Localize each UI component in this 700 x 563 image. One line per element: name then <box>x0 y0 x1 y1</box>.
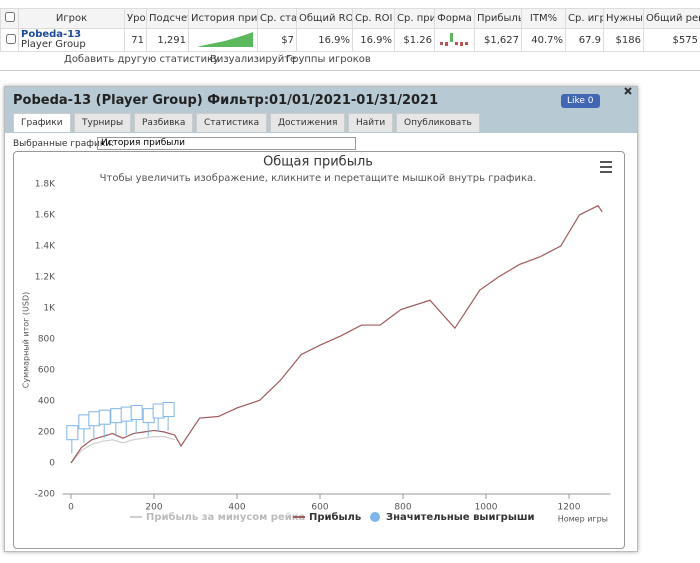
column-header[interactable]: ITM% <box>521 8 566 29</box>
add-stat[interactable]: Добавить другую статистику <box>64 54 220 65</box>
column-header[interactable]: Прибыль <box>474 8 522 29</box>
visualize[interactable]: Визуализируйте <box>210 54 297 65</box>
column-header[interactable]: Ср. при <box>394 8 435 29</box>
legend-label: Прибыль <box>309 511 361 523</box>
cell: $186 <box>603 28 644 52</box>
win-marker <box>78 414 91 430</box>
chart-subtitle: Чтобы увеличить изображение, кликните и … <box>100 173 537 184</box>
cell: 1,291 <box>146 28 189 52</box>
win-marker <box>66 425 79 441</box>
like-button[interactable]: Like 0 <box>561 94 600 108</box>
form <box>434 28 475 52</box>
divider <box>0 70 700 71</box>
column-header[interactable]: Общий ROI <box>296 8 353 29</box>
y-tick-label: 1.8K <box>35 180 56 190</box>
dialog-title: Pobeda-13 (Player Group) Фильтр:01/01/20… <box>13 93 439 108</box>
legend-symbol <box>370 512 380 522</box>
cell: 67.9 <box>565 28 604 52</box>
series-line <box>70 204 603 464</box>
close-icon[interactable] <box>624 87 632 95</box>
player-name[interactable]: Pobeda-13 <box>21 29 82 40</box>
dialog: Pobeda-13 (Player Group) Фильтр:01/01/20… <box>4 86 638 552</box>
legend-label: Прибыль за минусом рейка <box>146 511 305 523</box>
cell: $575 <box>643 28 700 52</box>
y-tick-label: -200 <box>35 490 56 500</box>
tab[interactable]: Достижения <box>270 113 346 132</box>
win-marker <box>142 408 155 424</box>
x-axis-label: Номер игры <box>558 515 608 524</box>
x-tick-label: 800 <box>394 503 411 513</box>
series-line <box>70 436 175 464</box>
y-tick-label: 600 <box>38 366 55 376</box>
tab[interactable]: Разбивка <box>134 113 194 132</box>
stats-table: ИгрокУроПодсчетИстория прибыСр. стаОбщий… <box>0 8 700 52</box>
win-marker <box>152 403 165 419</box>
y-tick-label: 1.6K <box>35 211 56 221</box>
column-header[interactable]: История прибы <box>188 8 258 29</box>
player-group: Player Group <box>21 39 86 50</box>
y-tick-label: 200 <box>38 428 55 438</box>
selector-label: Выбранные графики: <box>13 139 115 149</box>
x-tick-label: 600 <box>311 503 328 513</box>
cell: 16.9% <box>352 28 395 52</box>
x-tick-label: 0 <box>68 503 74 513</box>
x-tick-label: 1000 <box>475 503 498 513</box>
legend-label: Значительные выигрыши <box>386 512 535 523</box>
chart-title: Общая прибыль <box>263 155 373 170</box>
cell: $7 <box>257 28 297 52</box>
column-header[interactable]: Ср. ROI <box>352 8 395 29</box>
cell: 40.7% <box>521 28 566 52</box>
y-tick-label: 800 <box>38 335 55 345</box>
cell: $1,627 <box>474 28 522 52</box>
win-marker <box>120 406 133 422</box>
y-tick-label: 1.4K <box>35 242 56 252</box>
column-header[interactable]: Игрок <box>18 8 125 29</box>
menu-icon[interactable] <box>600 161 612 173</box>
selector[interactable]: История прибыли <box>97 137 356 150</box>
tab[interactable]: Опубликовать <box>396 113 480 132</box>
y-tick-label: 0 <box>49 459 55 469</box>
groups[interactable]: Группы игроков <box>286 54 371 65</box>
y-tick-label: 1.2K <box>35 273 56 283</box>
y-tick-label: 1K <box>43 304 56 314</box>
win-marker <box>88 411 101 427</box>
win-marker <box>130 405 143 421</box>
cell: 16.9% <box>296 28 353 52</box>
tab[interactable]: Статистика <box>196 113 268 132</box>
x-tick-label: 1200 <box>558 503 581 513</box>
cell: $1.26 <box>394 28 435 52</box>
column-header[interactable]: Ср. игр <box>565 8 604 29</box>
column-header[interactable]: Ср. ста <box>257 8 297 29</box>
win-marker <box>110 408 123 424</box>
win-marker <box>162 401 175 417</box>
column-header[interactable]: Нужный <box>603 8 644 29</box>
tab[interactable]: Графики <box>13 113 71 132</box>
y-axis-label: Суммарный итог (USD) <box>22 292 31 389</box>
x-tick-label: 200 <box>145 503 162 513</box>
tab[interactable]: Найти <box>348 113 394 132</box>
chart-box <box>13 151 625 549</box>
tab[interactable]: Турниры <box>74 113 132 132</box>
y-tick-label: 400 <box>38 397 55 407</box>
player-cell: Pobeda-13 Player Group <box>18 28 125 52</box>
win-marker <box>98 409 111 425</box>
x-tick-label: 400 <box>228 503 245 513</box>
